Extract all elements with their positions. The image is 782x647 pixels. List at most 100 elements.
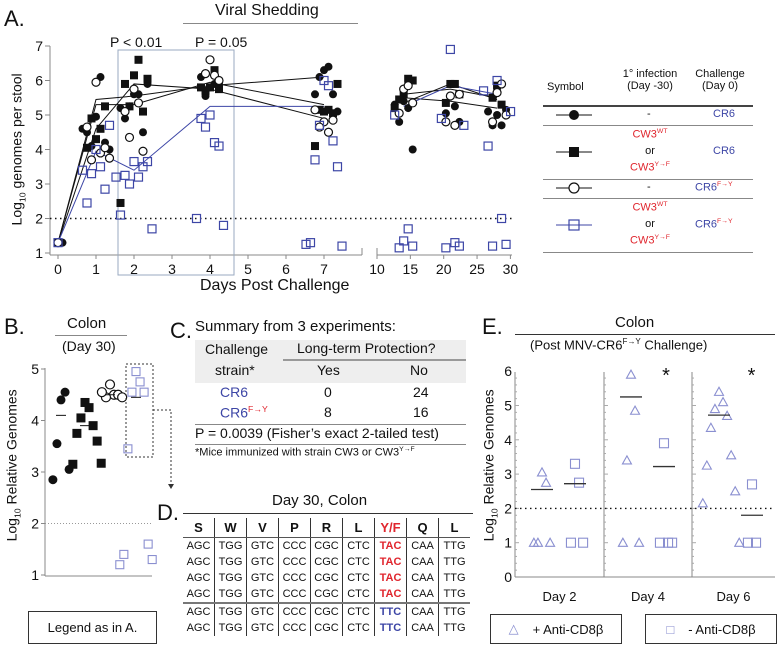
y-tick-label: 2 [504,500,512,516]
filled-square-point [130,71,138,80]
filled-square-point [96,124,105,133]
open-circle-point [104,379,116,390]
filled-square-point [320,107,328,116]
open-circle-point [117,392,128,403]
ylabel-sub: 10 [17,192,28,203]
filled-circle-point [139,128,147,137]
filled-square-point [390,104,399,113]
triangle-point [725,449,737,460]
codon-cell: CAA [406,602,439,620]
panel-e-title: Colon [615,314,655,331]
codon-cell: TGG [214,602,247,620]
triangle-point [544,537,556,547]
panel-e-ylabel: Log10 Relative Genomes [481,389,500,541]
legend-row2-infection-1: CW3WT [620,128,680,141]
legend-row3-infection: - [647,181,651,193]
viral-shedding-underline [183,23,358,24]
y-tick-label: 6 [504,363,512,379]
panel-a-ylabel: Log10 genomes per stool [9,69,28,229]
legend-label: - Anti-CD8β [688,621,756,637]
open-circle-point [133,98,144,108]
square-point [135,377,145,387]
codon-header: P [278,518,311,538]
filled-square-point [201,86,210,95]
filled-square-point [333,79,342,88]
open-square-point [205,110,215,120]
open-square-point [394,243,404,253]
open-square-point [454,241,464,251]
y-tick-label: 1 [35,245,43,261]
panel-b-ylabel: Log10 Relative Genomes [4,389,23,541]
summary-footnote: *Mice immunized with strain CW3 or CW3Y→… [195,446,415,459]
mean-line-filled-circle [403,97,498,109]
open-square-point [115,210,126,220]
codon-cell: CTC [342,554,375,570]
y-tick-label: 3 [31,464,39,480]
filled-square-point [121,79,129,88]
codon-cell: CAA [406,620,439,636]
codon-cell: TTG [438,586,470,603]
legend-header-rule [543,105,753,107]
y-tick-label: 7 [35,38,43,54]
filled-square-point [446,79,455,88]
panel-c-title: Summary from 3 experiments: [195,318,396,335]
legend-open-blue-square-icon [568,219,580,231]
filled-square-point [488,93,497,102]
open-circle-point [129,84,139,94]
strain-sup: WT [656,201,668,208]
strain: CR6 [220,404,249,421]
row-cr6-yes: 0 [324,384,332,400]
panel-b-title: Colon [67,315,107,332]
open-circle-point [214,75,224,86]
y-tick-label: 3 [35,176,43,192]
legend-filled-circle-icon [569,110,579,120]
category-label: Day 6 [717,589,751,604]
strain: CW3 [630,234,655,247]
open-square-point [82,198,92,208]
filled-square-point [408,76,417,85]
filled-circle-point [408,145,417,154]
open-circle-point [91,77,101,87]
codon-cell: CTC [342,586,375,603]
legend-rule [543,252,753,253]
open-square-point [91,144,101,155]
y-tick-label: 4 [35,142,43,158]
codon-cell: GTC [246,586,279,603]
codon-header: L [438,518,470,538]
filled-square-point [395,95,404,104]
square-point [658,438,670,449]
fisher-p-value: P = 0.0039 (Fisher’s exact 2-tailed test… [195,425,439,441]
legend-row4-or: or [645,218,655,230]
open-square-point [196,113,206,124]
panel-a-label: A. [4,6,25,31]
y-tick-label: 3 [504,466,512,482]
codon-cell: AGC [186,556,211,568]
open-circle-point [104,153,115,163]
codon-cell: CGC [310,537,343,554]
footnote-text: *Mice immunized with strain CW3 or CW3 [195,446,400,459]
open-circle-point [200,68,211,79]
legend-note-box: Legend as in A. [28,611,157,644]
open-square-point [111,172,121,182]
triangle-point [705,422,717,432]
open-square-point [191,213,202,224]
x-tick-label: 10 [369,261,385,277]
row-cr6-strain: CR6 [220,384,249,400]
open-circle-point [86,155,97,165]
filled-square-point [197,83,205,92]
codon-cell: CCC [278,586,311,603]
p-value-day2: P < 0.01 [110,34,163,50]
y-tick-label: 2 [31,516,39,532]
row-cr6fy-yes: 8 [324,404,332,420]
codon-cell: CTC [342,602,375,620]
legend-row2-challenge: CR6 [713,145,736,157]
strain: CR6 [695,218,718,231]
legend-row3-challenge: CR6F→Y [695,181,733,194]
open-square-point [218,220,229,230]
codon-cell: CGC [310,570,343,586]
open-square-point [314,120,325,130]
x-tick-label: 15 [403,261,419,277]
square-icon: □ [666,621,675,637]
